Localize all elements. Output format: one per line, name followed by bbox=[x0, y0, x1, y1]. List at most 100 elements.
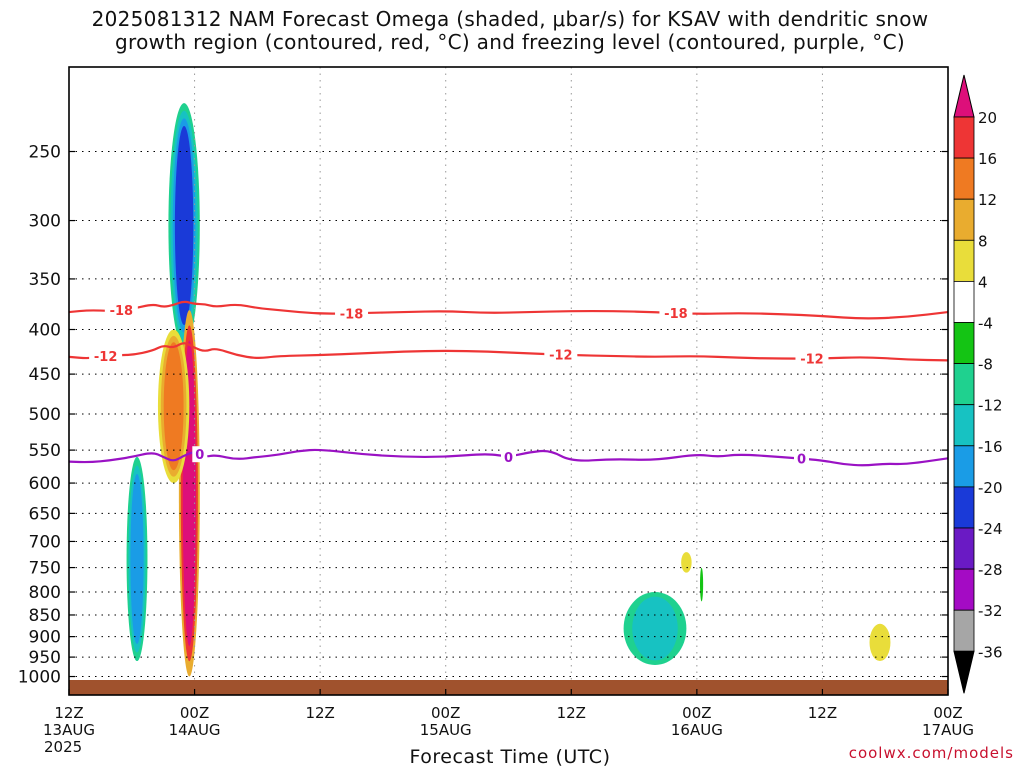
chart-title-line-2: growth region (contoured, red, °C) and f… bbox=[115, 30, 905, 54]
x-tick-label-84-line-0: 00Z bbox=[933, 704, 962, 722]
y-tick-label-950: 950 bbox=[29, 648, 61, 668]
colorbar-bottom-arrow bbox=[953, 650, 975, 694]
plot-background bbox=[69, 67, 948, 695]
x-tick-label-12-line-0: 00Z bbox=[180, 704, 209, 722]
x-tick-label-0-line-1: 13AUG bbox=[43, 721, 95, 739]
x-tick-label-60-line-1: 16AUG bbox=[671, 721, 723, 739]
y-tick-label-500: 500 bbox=[29, 405, 61, 425]
x-tick-label-48-line-0: 12Z bbox=[557, 704, 586, 722]
colorbar-label: -16 bbox=[978, 438, 1003, 456]
shade-level-4 bbox=[681, 552, 692, 573]
chart-title: 2025081312 NAM Forecast Omega (shaded, μ… bbox=[0, 8, 1020, 54]
y-tick-label-700: 700 bbox=[29, 532, 61, 552]
pressure-axis: 2503003504004505005506006507007508008509… bbox=[18, 143, 948, 688]
colorbar-bin bbox=[953, 280, 975, 323]
contour-label-bg bbox=[659, 305, 693, 322]
colorbar-top-arrow bbox=[953, 74, 975, 118]
ground-bar bbox=[69, 680, 948, 695]
shade-upper-upward-core bbox=[168, 103, 200, 348]
colorbar-bin bbox=[953, 609, 975, 652]
x-tick-label-0-line-2: 2025 bbox=[44, 738, 82, 756]
y-tick-label-350: 350 bbox=[29, 270, 61, 290]
colorbar-label: -28 bbox=[978, 561, 1003, 579]
y-tick-label-250: 250 bbox=[29, 143, 61, 163]
colorbar-bin bbox=[953, 404, 975, 447]
contour-label: 0 bbox=[797, 453, 806, 468]
colorbar-label: -8 bbox=[978, 356, 993, 374]
x-tick-label-24-line-0: 12Z bbox=[305, 704, 334, 722]
plot-frame bbox=[68, 66, 949, 696]
contour-label-bg bbox=[795, 350, 829, 367]
y-tick-label-650: 650 bbox=[29, 504, 61, 524]
y-tick-label-900: 900 bbox=[29, 628, 61, 648]
contour-label-bg bbox=[89, 348, 123, 365]
contour-line bbox=[69, 448, 948, 467]
y-tick-label-450: 450 bbox=[29, 365, 61, 385]
y-tick-label-1000: 1000 bbox=[18, 668, 61, 688]
colorbar-label: -4 bbox=[978, 315, 993, 333]
colorbar-label: 12 bbox=[978, 191, 997, 209]
colorbar-bin bbox=[953, 568, 975, 611]
temperature-contours: -18 -18 -18 -12 -12 -12 0 0 0 bbox=[69, 300, 948, 468]
colorbar-bin bbox=[953, 116, 975, 159]
colorbar-bin bbox=[953, 527, 975, 570]
shade-level--4 bbox=[699, 567, 704, 602]
contour-label: -12 bbox=[549, 349, 573, 364]
contour-label-bg bbox=[544, 346, 578, 363]
x-tick-label-84-line-1: 17AUG bbox=[922, 721, 974, 739]
colorbar-bin bbox=[953, 157, 975, 200]
contour-minus-18: -18 -18 -18 bbox=[69, 300, 948, 322]
x-tick-label-0-line-0: 12Z bbox=[54, 704, 83, 722]
contour-0: 0 0 0 bbox=[69, 446, 948, 468]
shade-day3-small-positive bbox=[681, 552, 692, 573]
colorbar-bin bbox=[953, 239, 975, 282]
shade-level--12 bbox=[632, 596, 678, 661]
colorbar: 20 16 12 8 4 -4 -8 -12 -16 -20 -24 -28 -32 -36 bbox=[953, 74, 1003, 694]
colorbar-label: 16 bbox=[978, 150, 997, 168]
colorbar-label: 20 bbox=[978, 109, 997, 127]
contour-label-bg bbox=[794, 450, 809, 467]
shade-day4-small-positive bbox=[869, 623, 891, 662]
colorbar-bin bbox=[953, 363, 975, 406]
shade-level--20 bbox=[174, 126, 194, 326]
y-tick-label-600: 600 bbox=[29, 474, 61, 494]
x-tick-label-36-line-0: 00Z bbox=[431, 704, 460, 722]
contour-label: -18 bbox=[664, 307, 688, 322]
shade-day3-small-negative bbox=[699, 567, 704, 602]
colorbar-bin bbox=[953, 322, 975, 364]
shade-day3-upward-patch bbox=[623, 592, 687, 665]
x-tick-label-36-line-1: 15AUG bbox=[420, 721, 472, 739]
shade-mid-level-band bbox=[157, 329, 190, 484]
contour-label: -12 bbox=[800, 353, 824, 368]
colorbar-label: -12 bbox=[978, 397, 1003, 415]
contour-label-bg bbox=[192, 446, 208, 463]
x-tick-label-72-line-0: 12Z bbox=[808, 704, 837, 722]
colorbar-label: -20 bbox=[978, 479, 1003, 497]
contour-label: -12 bbox=[94, 350, 118, 365]
contour-line bbox=[69, 342, 948, 362]
y-tick-label-550: 550 bbox=[29, 441, 61, 461]
chart-title-line-1: 2025081312 NAM Forecast Omega (shaded, μ… bbox=[91, 7, 929, 31]
y-tick-label-750: 750 bbox=[29, 559, 61, 579]
omega-shading bbox=[126, 103, 891, 677]
colorbar-label: -24 bbox=[978, 520, 1003, 538]
shade-level-12 bbox=[163, 342, 184, 471]
colorbar-label: -36 bbox=[978, 643, 1003, 661]
colorbar-bin bbox=[953, 198, 975, 241]
y-tick-label-400: 400 bbox=[29, 321, 61, 341]
shade-early-upward-column bbox=[126, 456, 148, 662]
colorbar-label: -32 bbox=[978, 602, 1003, 620]
contour-label: -18 bbox=[110, 304, 134, 319]
colorbar-label: 4 bbox=[978, 273, 988, 291]
shade-level-4 bbox=[869, 623, 891, 662]
contour-label-bg bbox=[335, 305, 369, 322]
colorbar-bin bbox=[953, 486, 975, 529]
source-credit: coolwx.com/models bbox=[848, 744, 1014, 762]
y-tick-label-800: 800 bbox=[29, 583, 61, 603]
x-tick-label-12-line-1: 14AUG bbox=[169, 721, 221, 739]
x-axis-label: Forecast Time (UTC) bbox=[409, 746, 611, 768]
shade-level--16 bbox=[130, 473, 144, 645]
contour-label-bg bbox=[501, 448, 516, 465]
